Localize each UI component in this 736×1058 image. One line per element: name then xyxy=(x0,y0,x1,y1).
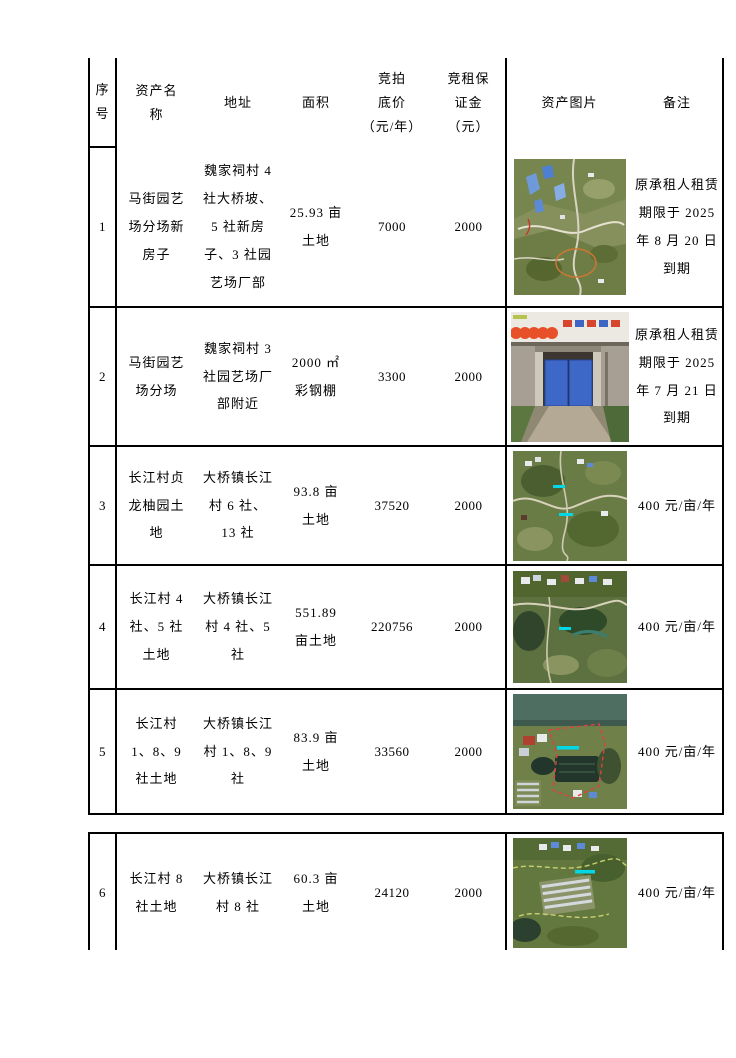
cell-deposit: 2000 xyxy=(454,743,483,759)
cell-asset-photo xyxy=(505,690,632,813)
cell-asset-name: 马街园艺场分场新房子 xyxy=(128,191,185,262)
table-row: 5 长江村 1、8、9 社土地 大桥镇长江村 1、8、9 社 83.9 亩土地 … xyxy=(88,688,724,813)
satellite-ponds-greenhouses-image xyxy=(512,694,627,809)
cell-deposit: 2000 xyxy=(454,368,483,384)
cell-index: 6 xyxy=(88,834,117,950)
cell-deposit: 2000 xyxy=(454,619,483,635)
cell-index: 1 xyxy=(88,148,117,306)
cell-address: 魏家祠村 3 社园艺场厂部附近 xyxy=(203,340,274,412)
blue-gate-building-photo-image xyxy=(510,311,629,442)
cell-asset-name: 马街园艺场分场 xyxy=(128,354,185,398)
cell-remark: 原承租人租赁期限于 2025 年 8 月 20 日到期 xyxy=(632,148,724,306)
cell-asset-name: 长江村 8 社土地 xyxy=(129,871,184,914)
satellite-greenhouses-village-image xyxy=(512,838,627,948)
cell-asset-photo xyxy=(505,566,632,688)
table-row: 3 长江村贞龙柚园土地 大桥镇长江村 6 社、13 社 93.8 亩土地 375… xyxy=(88,445,724,564)
cell-address: 魏家祠村 4 社大桥坡、5 社新房子、3 社园艺场厂部 xyxy=(203,163,274,290)
satellite-aerial-terrain-image xyxy=(513,159,626,295)
cell-index: 5 xyxy=(88,690,117,813)
cell-starting-price: 24120 xyxy=(374,885,410,901)
cell-remark: 400 元/亩/年 xyxy=(632,566,724,688)
header-asset-name: 资产名 称 xyxy=(135,82,178,122)
cell-asset-photo xyxy=(505,308,632,445)
cell-deposit: 2000 xyxy=(454,885,483,901)
table-row: 4 长江村 4 社、5 社土地 大桥镇长江村 4 社、5 社 551.89 亩土… xyxy=(88,564,724,688)
cell-asset-name: 长江村 1、8、9 社土地 xyxy=(131,715,182,787)
header-remark: 备注 xyxy=(632,58,724,148)
table-row: 6 长江村 8 社土地 大桥镇长江村 8 社 60.3 亩土地 24120 20… xyxy=(88,834,724,950)
asset-auction-table: 序 号 资产名 称 地址 面积 竞拍 底价 （元/年） 竞租保 证金 （元） 资… xyxy=(88,58,724,815)
cell-asset-name: 长江村贞龙柚园土地 xyxy=(128,469,185,541)
table-header-row: 序 号 资产名 称 地址 面积 竞拍 底价 （元/年） 竞租保 证金 （元） 资… xyxy=(88,58,724,148)
asset-auction-table-continued: 6 长江村 8 社土地 大桥镇长江村 8 社 60.3 亩土地 24120 20… xyxy=(88,832,724,950)
table-row: 2 马街园艺场分场 魏家祠村 3 社园艺场厂部附近 2000 ㎡ 彩钢棚 330… xyxy=(88,306,724,445)
cell-starting-price: 33560 xyxy=(374,743,410,759)
cell-asset-name: 长江村 4 社、5 社土地 xyxy=(129,591,184,662)
satellite-farmland-image xyxy=(512,450,627,561)
cell-address: 大桥镇长江村 1、8、9 社 xyxy=(203,715,274,787)
cell-area: 25.93 亩土地 xyxy=(289,205,343,248)
cell-starting-price: 220756 xyxy=(371,619,413,635)
cell-area: 60.3 亩土地 xyxy=(293,871,339,914)
cell-remark: 400 元/亩/年 xyxy=(632,447,724,564)
cell-area: 2000 ㎡ 彩钢棚 xyxy=(291,354,341,398)
cell-deposit: 2000 xyxy=(454,497,483,513)
cell-index: 2 xyxy=(88,308,117,445)
header-asset-photo: 资产图片 xyxy=(505,58,632,148)
satellite-village-farmland-image xyxy=(512,571,627,683)
cell-address: 大桥镇长江村 4 社、5 社 xyxy=(203,591,274,662)
cell-starting-price: 3300 xyxy=(378,368,406,384)
cell-index: 4 xyxy=(88,566,117,688)
header-index: 序 号 xyxy=(88,58,117,148)
cell-remark: 400 元/亩/年 xyxy=(632,834,724,950)
cell-starting-price: 7000 xyxy=(378,219,406,235)
header-starting-price: 竞拍 底价 （元/年） xyxy=(361,70,423,135)
cell-area: 551.89 亩土地 xyxy=(294,605,337,648)
cell-asset-photo xyxy=(505,834,632,950)
cell-starting-price: 37520 xyxy=(374,497,410,513)
cell-deposit: 2000 xyxy=(454,219,483,235)
header-address: 地址 xyxy=(223,94,252,110)
header-deposit: 竞租保 证金 （元） xyxy=(447,70,490,135)
cell-address: 大桥镇长江村 8 社 xyxy=(203,871,274,914)
cell-index: 3 xyxy=(88,447,117,564)
cell-address: 大桥镇长江村 6 社、13 社 xyxy=(203,469,274,541)
cell-asset-photo xyxy=(505,447,632,564)
cell-remark: 原承租人租赁期限于 2025 年 7 月 21 日到期 xyxy=(632,308,724,445)
table-row: 1 马街园艺场分场新房子 魏家祠村 4 社大桥坡、5 社新房子、3 社园艺场厂部… xyxy=(88,148,724,306)
header-area: 面积 xyxy=(301,94,330,110)
cell-area: 83.9 亩土地 xyxy=(293,729,339,773)
cell-remark: 400 元/亩/年 xyxy=(632,690,724,813)
cell-asset-photo xyxy=(505,148,632,306)
cell-area: 93.8 亩土地 xyxy=(293,483,339,527)
